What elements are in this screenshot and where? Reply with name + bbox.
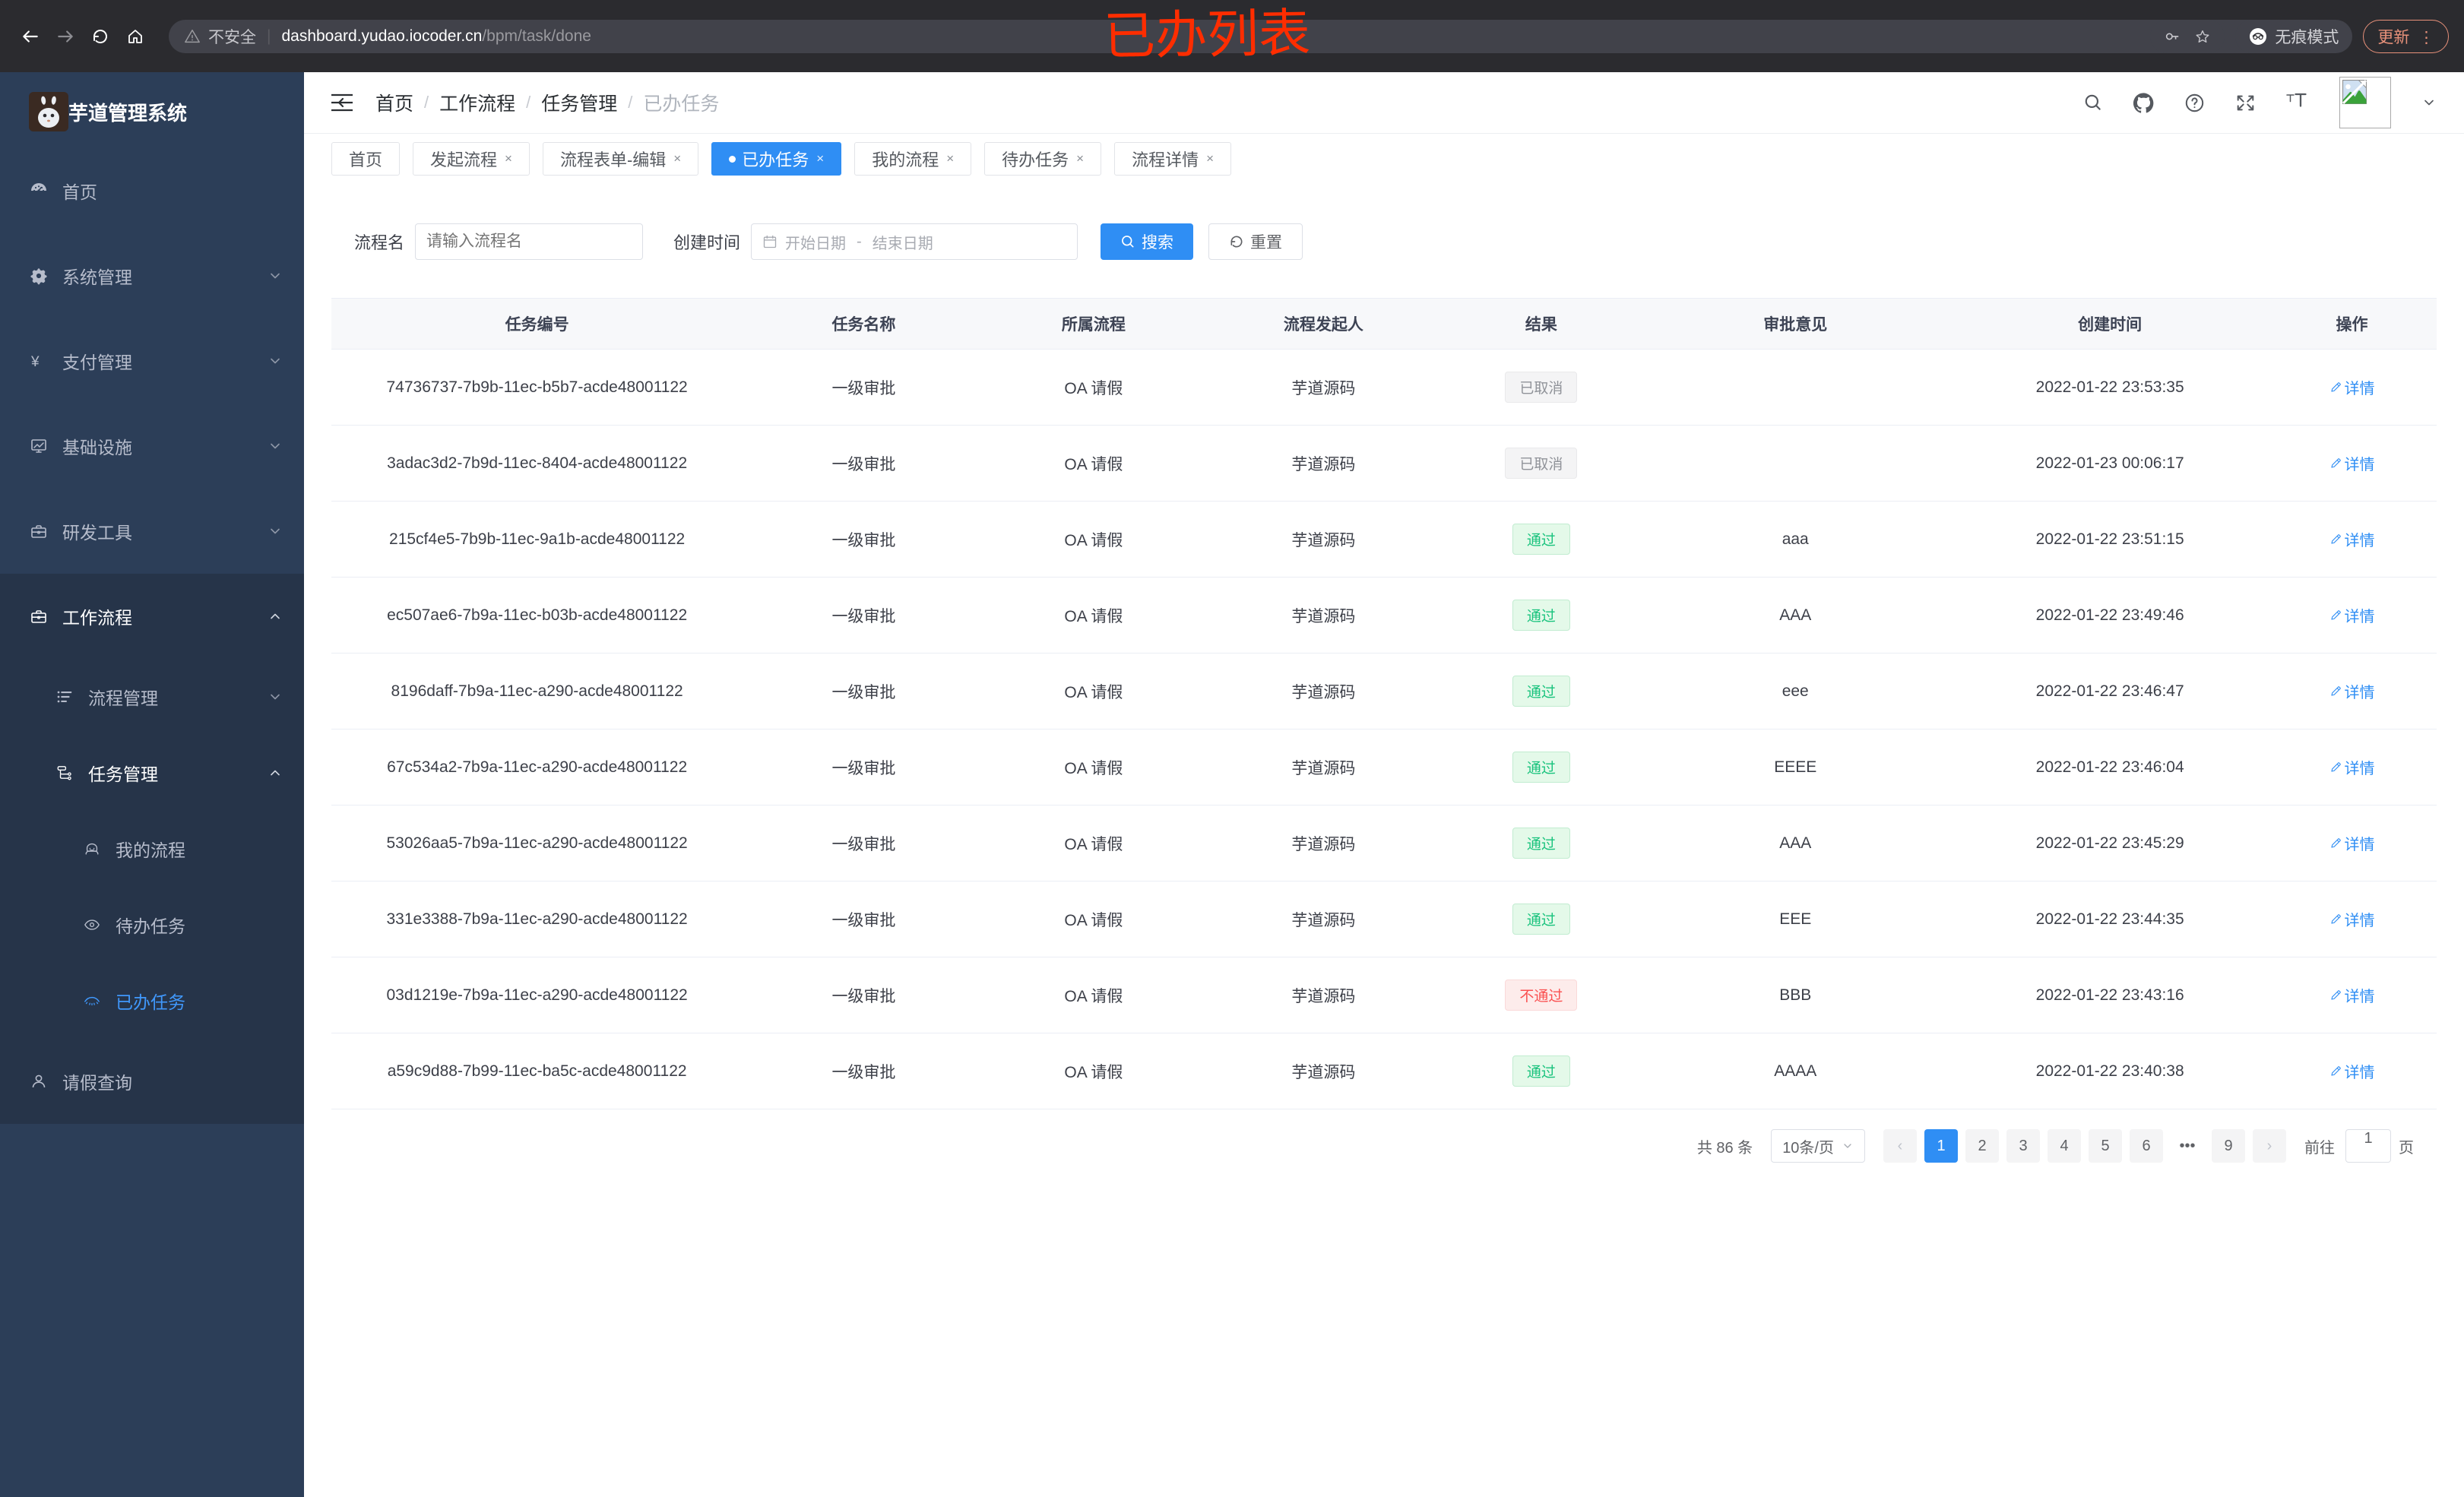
svg-text:¥: ¥: [30, 354, 40, 370]
